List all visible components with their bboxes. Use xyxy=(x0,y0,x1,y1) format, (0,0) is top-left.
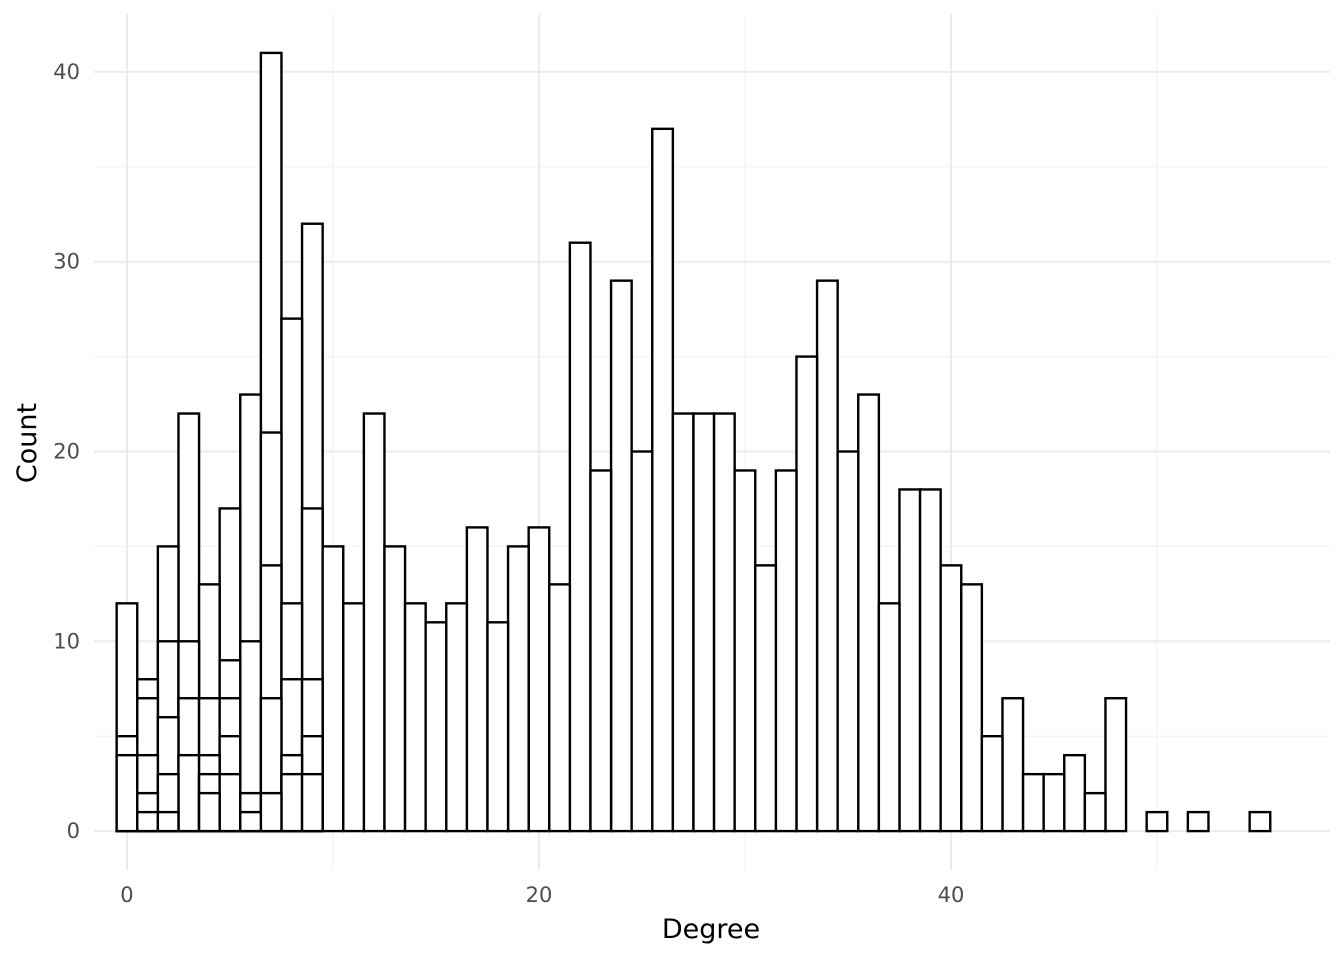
y-axis-title: Count xyxy=(12,403,43,483)
histogram-bar xyxy=(877,602,901,833)
histogram-bar xyxy=(197,791,221,833)
histogram-bar xyxy=(403,602,427,833)
histogram-bar xyxy=(548,583,572,833)
histogram-bar xyxy=(424,621,448,833)
histogram-bar xyxy=(1001,697,1025,833)
histogram-bar xyxy=(342,602,366,833)
histogram-bar xyxy=(1248,810,1272,833)
histogram-bar xyxy=(280,772,304,833)
histogram-bar xyxy=(156,810,180,833)
histogram-bar xyxy=(506,545,530,833)
histogram-bar xyxy=(1083,791,1107,833)
histogram-bar xyxy=(898,488,922,833)
histogram-bar xyxy=(980,734,1004,833)
x-axis-tick-labels: 0 20 40 xyxy=(120,883,964,907)
histogram-bar xyxy=(486,621,510,833)
y-axis-tick-labels: 0 10 20 30 40 xyxy=(53,60,80,843)
histogram-bar xyxy=(362,412,386,833)
x-tick-label: 0 xyxy=(120,883,133,907)
y-tick-label: 0 xyxy=(67,819,80,843)
histogram-bar xyxy=(960,583,984,833)
histogram-bar xyxy=(939,564,963,833)
histogram-bar xyxy=(1104,697,1128,833)
y-tick-label: 10 xyxy=(53,629,80,653)
histogram-bar xyxy=(445,602,469,833)
histogram-bar xyxy=(1042,772,1066,833)
x-tick-label: 20 xyxy=(526,883,553,907)
histogram-bar xyxy=(712,412,736,833)
x-tick-label: 40 xyxy=(938,883,965,907)
y-tick-label: 20 xyxy=(53,439,80,463)
histogram-bar xyxy=(671,412,695,833)
histogram-bar xyxy=(815,279,839,833)
histogram-bar xyxy=(1063,753,1087,833)
histogram-bar xyxy=(568,241,592,833)
histogram-bar xyxy=(218,772,242,833)
histogram-bar xyxy=(115,753,139,833)
histogram-bar xyxy=(795,355,819,833)
histogram-bar xyxy=(259,791,283,833)
y-tick-label: 30 xyxy=(53,250,80,274)
histogram-bar xyxy=(609,279,633,833)
histogram-bar xyxy=(774,469,798,833)
histogram-bar xyxy=(383,545,407,833)
histogram-bar xyxy=(465,526,489,833)
histogram-bar xyxy=(321,545,345,833)
histogram-bar xyxy=(857,393,881,833)
histogram-bar xyxy=(589,469,613,833)
histogram-bar xyxy=(918,488,942,833)
histogram-bar xyxy=(527,526,551,833)
histogram-bar xyxy=(1186,810,1210,833)
histogram-bar xyxy=(300,772,324,833)
histogram-bar xyxy=(136,810,160,833)
histogram-bar xyxy=(1145,810,1169,833)
histogram-bar xyxy=(692,412,716,833)
histogram-bar xyxy=(733,469,757,833)
y-tick-label: 40 xyxy=(53,60,80,84)
histogram-bar xyxy=(630,450,654,833)
x-axis-title: Degree xyxy=(662,914,760,945)
histogram-bars xyxy=(115,51,1272,833)
histogram-bar xyxy=(1021,772,1045,833)
histogram-bar xyxy=(651,127,675,833)
histogram-bar xyxy=(239,810,263,833)
histogram-bar xyxy=(754,564,778,833)
histogram-bar xyxy=(836,450,860,833)
histogram-bar xyxy=(177,753,201,833)
